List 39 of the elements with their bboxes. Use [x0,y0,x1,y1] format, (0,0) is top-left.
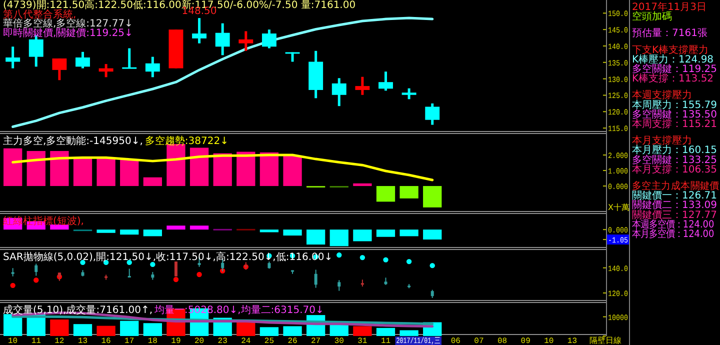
text: 本周壓力：155.79 [632,98,717,111]
text: 本月支撐：106.35 [632,163,717,176]
x-tick-label: 30 [334,337,344,345]
x-tick-label: 24 [241,337,251,345]
text: 2017/11/01,三 [396,336,440,345]
x-tick-label: 09 [520,337,531,345]
x-tick-label: 31 [358,337,368,345]
x-tick-label: 07 [474,337,484,345]
text: 本月多空價：124.00 [632,228,714,240]
chart-title: 主力多空,多空動能:-145950↓, [3,135,143,147]
text: K棒壓力：124.98 [632,53,714,66]
x-tick-label: 26 [288,337,298,345]
text: 空頭加碼 [632,10,672,23]
x-tick-label: 10 [544,337,554,345]
text: 預估量：7161張 [632,28,708,40]
x-tick-label: 27 [311,337,321,345]
x-tick-label: 17 [124,337,134,345]
x-tick-label: 23 [218,337,228,345]
x-tick-label: 10 [8,337,18,345]
text: 本週支撐壓力 [632,89,692,102]
x-tick-label: 11 [380,337,391,345]
text: 本周支撐：115.21 [632,118,717,130]
x-tick-label: 08 [497,337,508,345]
x-tick-label: 19 [171,337,181,345]
x-tick-label: 06 [450,337,461,345]
text: K棒支撐：113.52 [632,72,714,85]
text: 關鍵價二：133.09 [632,199,717,212]
x-tick-label: 11 [31,337,42,345]
x-tick-label: 13 [567,337,578,345]
y-axis-title: X十萬 [608,203,630,212]
text: 關鍵價三：127.77 [632,208,717,221]
x-tick-label: 18 [148,337,158,345]
chart-title: SAR拋物線(5,0.02),開:121.50↓,收:117.50↓,高:122.50↓,低:116.00↓ [3,251,333,263]
x-tick-label: 25 [264,337,274,345]
x-tick-label: 13 [78,337,88,345]
x-tick-label: 16 [101,337,112,345]
x-axis-title: 隔壁日線 [590,336,622,345]
x-tick-label: 12 [54,337,64,345]
x-tick-label: 20 [194,337,204,345]
